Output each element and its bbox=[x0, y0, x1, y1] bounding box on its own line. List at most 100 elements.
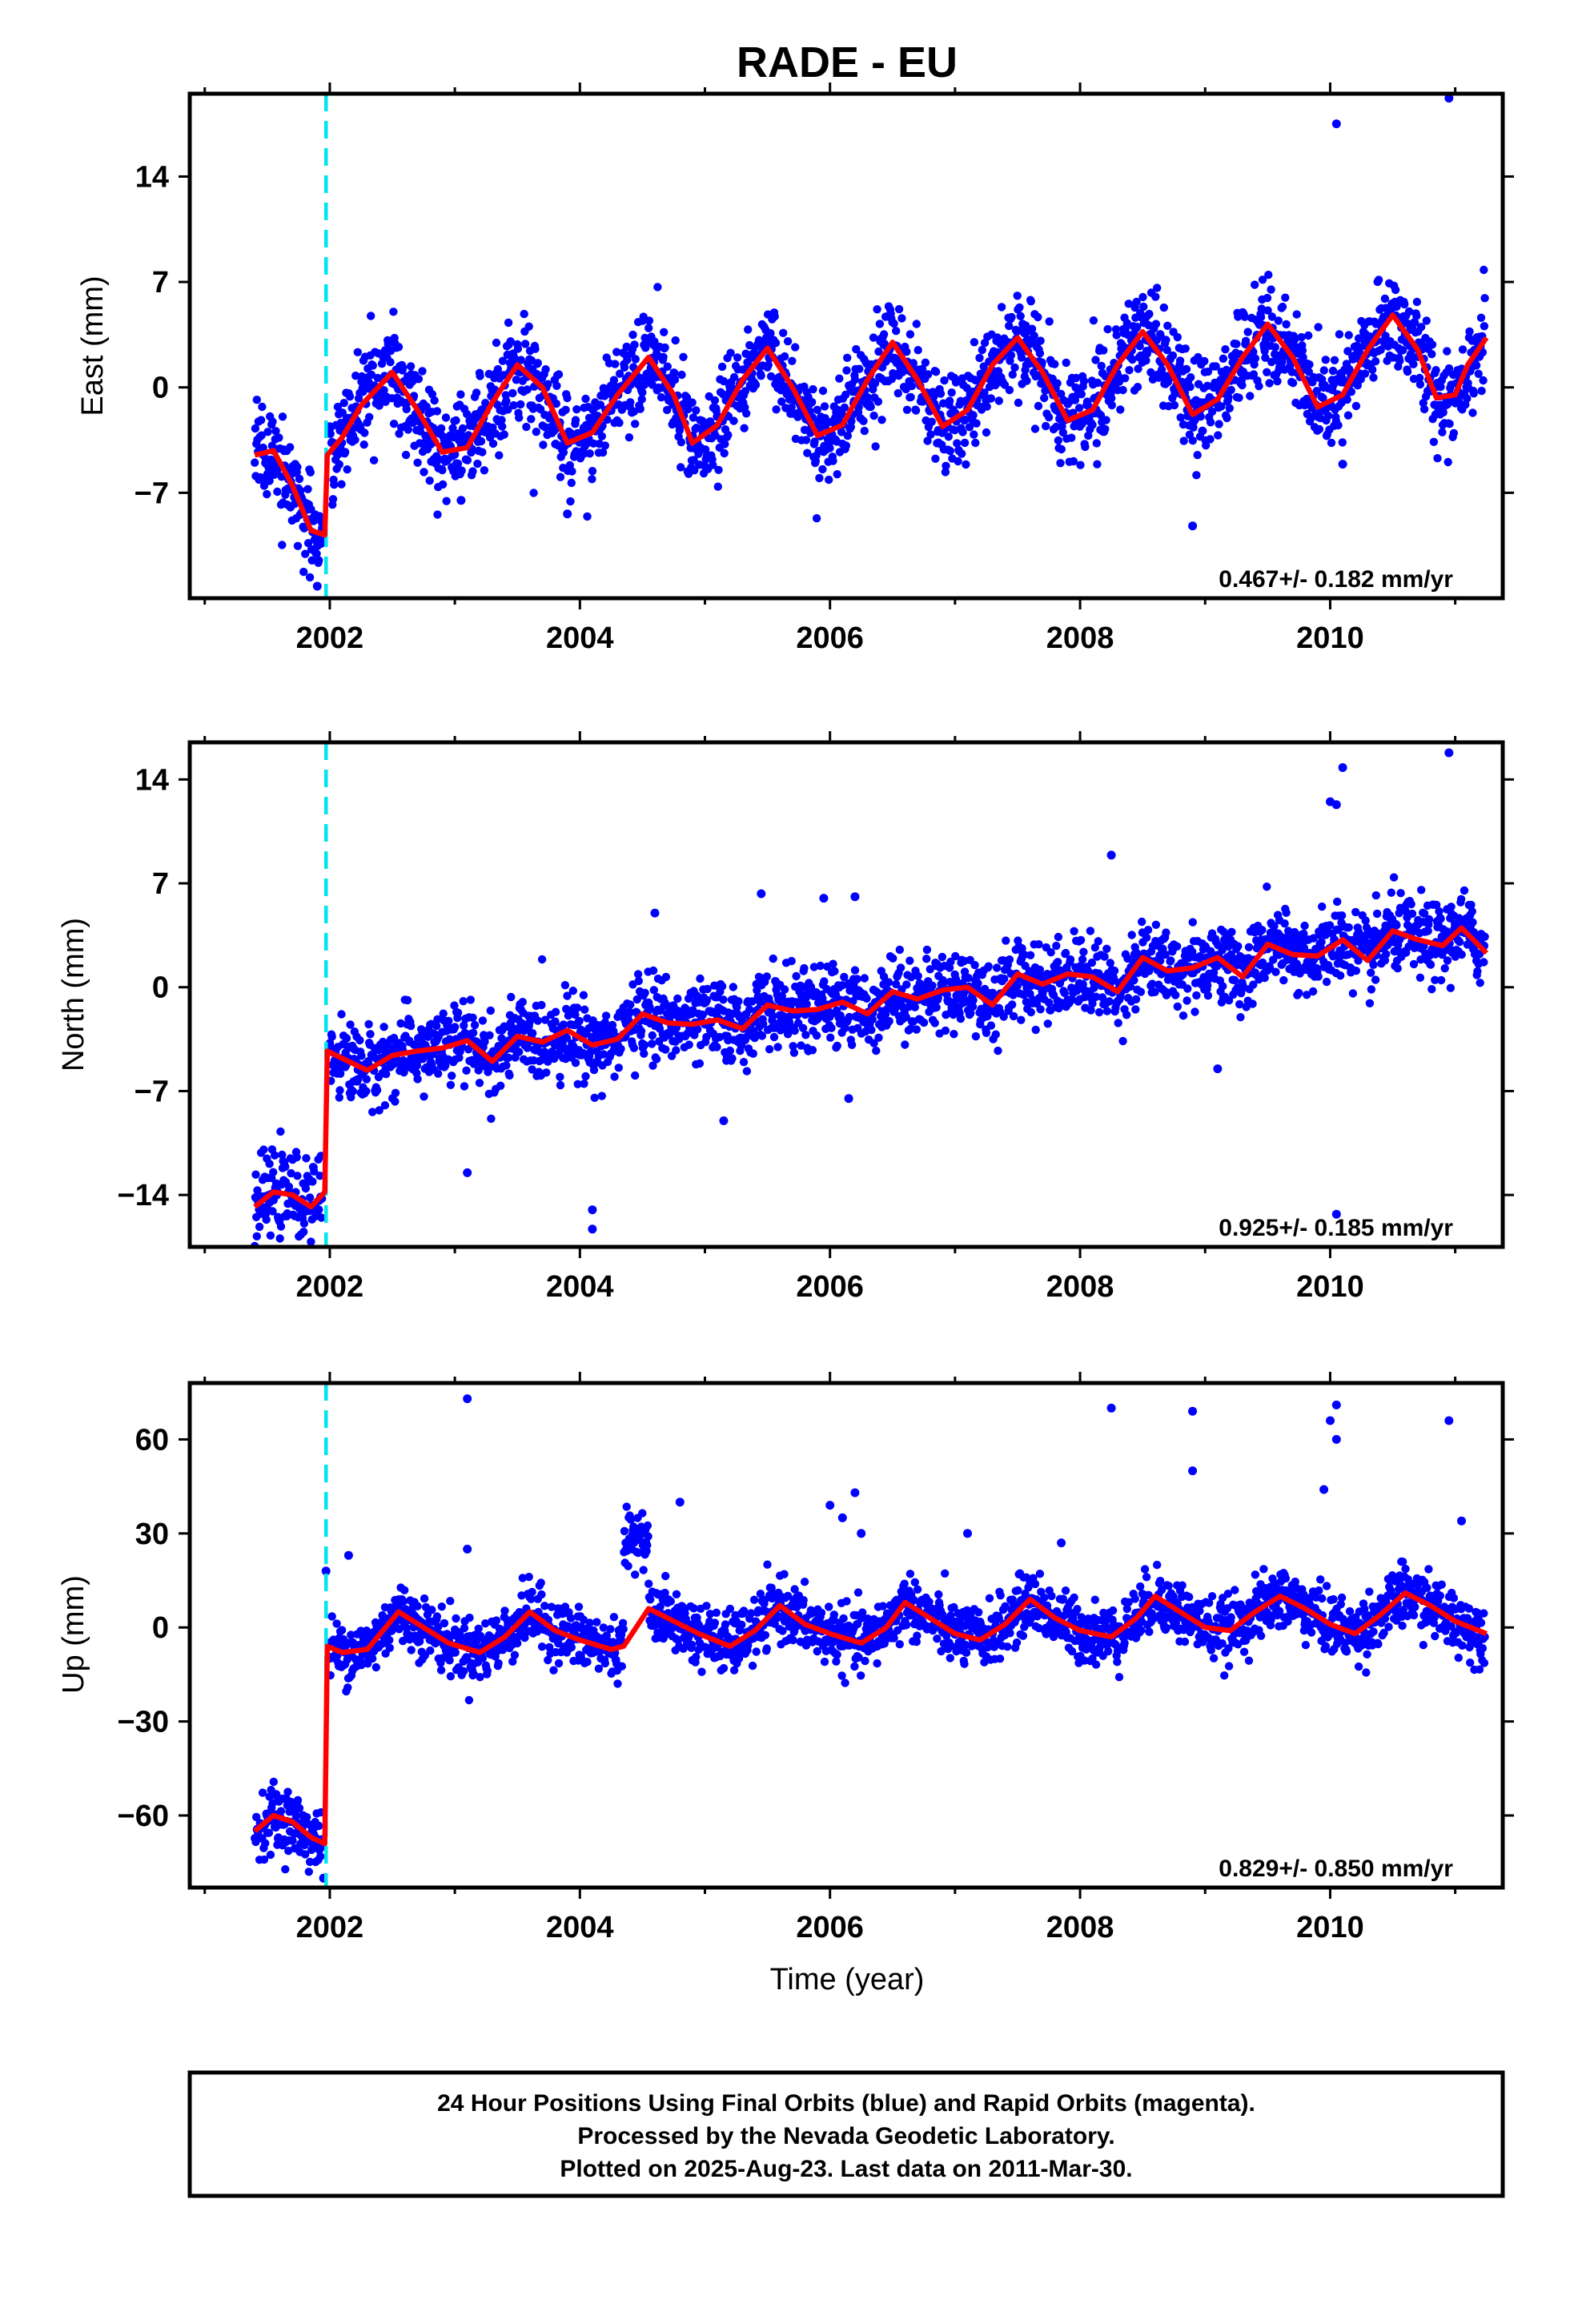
position-point bbox=[386, 358, 395, 367]
position-point bbox=[1475, 950, 1484, 959]
position-point bbox=[693, 1025, 702, 1034]
position-point bbox=[931, 368, 941, 376]
position-point bbox=[1182, 364, 1191, 374]
position-point bbox=[798, 1023, 808, 1033]
position-point bbox=[780, 352, 789, 361]
position-point bbox=[1412, 297, 1422, 307]
position-point bbox=[1278, 302, 1287, 312]
position-point bbox=[1192, 471, 1201, 480]
position-point bbox=[847, 1040, 857, 1050]
position-point bbox=[1133, 323, 1142, 332]
position-point bbox=[1263, 293, 1272, 303]
position-point bbox=[315, 1205, 323, 1214]
position-point bbox=[1022, 997, 1031, 1007]
position-point bbox=[307, 1237, 315, 1246]
position-point bbox=[608, 1020, 617, 1030]
position-point bbox=[492, 338, 501, 348]
position-point bbox=[965, 423, 974, 432]
position-point bbox=[1223, 413, 1231, 423]
position-point bbox=[1206, 435, 1215, 444]
east-rate-label: 0.467+/- 0.182 mm/yr bbox=[1219, 566, 1453, 593]
position-point bbox=[1269, 955, 1278, 964]
position-point bbox=[1191, 1007, 1199, 1016]
position-point bbox=[1446, 983, 1456, 992]
position-point bbox=[1202, 441, 1211, 450]
position-point bbox=[862, 994, 871, 1003]
position-point bbox=[972, 419, 981, 428]
position-point bbox=[890, 1004, 900, 1014]
position-point bbox=[1173, 1002, 1182, 1011]
position-point bbox=[789, 1048, 799, 1057]
position-point bbox=[1053, 379, 1062, 388]
position-point bbox=[611, 360, 620, 368]
position-point bbox=[580, 1080, 588, 1088]
position-point bbox=[649, 986, 658, 995]
position-point bbox=[1045, 317, 1054, 326]
y-tick-label: 7 bbox=[152, 266, 169, 300]
position-point bbox=[391, 1097, 400, 1106]
position-point bbox=[541, 365, 550, 374]
position-point bbox=[315, 1821, 323, 1831]
position-point bbox=[1460, 886, 1469, 895]
position-point bbox=[815, 473, 824, 483]
position-point bbox=[1161, 950, 1170, 959]
position-point bbox=[1044, 998, 1054, 1007]
position-point bbox=[1112, 331, 1121, 340]
position-point bbox=[1290, 335, 1299, 344]
position-point bbox=[812, 1031, 821, 1040]
position-point bbox=[1419, 909, 1429, 918]
position-point bbox=[1468, 408, 1477, 417]
position-point bbox=[1344, 923, 1353, 932]
position-point bbox=[615, 418, 624, 428]
position-point bbox=[1044, 412, 1054, 422]
position-point bbox=[953, 439, 962, 448]
position-point bbox=[1244, 943, 1254, 952]
position-point bbox=[1295, 988, 1303, 998]
position-point bbox=[697, 416, 707, 425]
position-point bbox=[1443, 956, 1452, 965]
position-point bbox=[677, 438, 686, 447]
position-point bbox=[930, 1019, 939, 1027]
position-point bbox=[585, 449, 594, 458]
position-point bbox=[714, 465, 723, 474]
position-point bbox=[485, 1031, 494, 1040]
position-point bbox=[1409, 959, 1419, 969]
position-point bbox=[502, 1061, 511, 1070]
position-point bbox=[1249, 370, 1259, 379]
position-point bbox=[946, 446, 955, 456]
position-point bbox=[436, 424, 446, 433]
position-point bbox=[560, 981, 570, 990]
position-point bbox=[1438, 428, 1447, 436]
position-point bbox=[1374, 275, 1383, 284]
position-point bbox=[1142, 933, 1151, 943]
position-point bbox=[637, 395, 646, 404]
position-point bbox=[542, 1068, 551, 1077]
position-point bbox=[278, 412, 287, 421]
position-point bbox=[588, 475, 596, 484]
x-tick-label: 2004 bbox=[546, 1270, 614, 1304]
position-point bbox=[685, 1040, 693, 1049]
position-point bbox=[1419, 399, 1428, 408]
position-point bbox=[962, 460, 970, 469]
position-point bbox=[748, 997, 757, 1006]
position-point bbox=[1203, 381, 1212, 390]
position-point bbox=[1022, 376, 1031, 385]
position-point bbox=[879, 972, 889, 981]
position-point bbox=[636, 404, 644, 413]
position-point bbox=[877, 416, 886, 424]
position-point bbox=[945, 396, 954, 405]
position-point bbox=[457, 466, 466, 475]
position-point bbox=[1279, 975, 1288, 985]
position-point bbox=[1017, 353, 1026, 362]
position-point bbox=[1118, 385, 1127, 395]
position-point bbox=[968, 1002, 978, 1011]
outlier-point bbox=[850, 892, 860, 902]
position-point bbox=[873, 305, 881, 314]
position-point bbox=[439, 1009, 448, 1018]
position-point bbox=[524, 322, 533, 331]
position-point bbox=[1288, 379, 1298, 388]
position-point bbox=[533, 1016, 542, 1025]
position-point bbox=[418, 367, 427, 376]
position-point bbox=[1088, 420, 1097, 429]
position-point bbox=[1084, 967, 1093, 976]
